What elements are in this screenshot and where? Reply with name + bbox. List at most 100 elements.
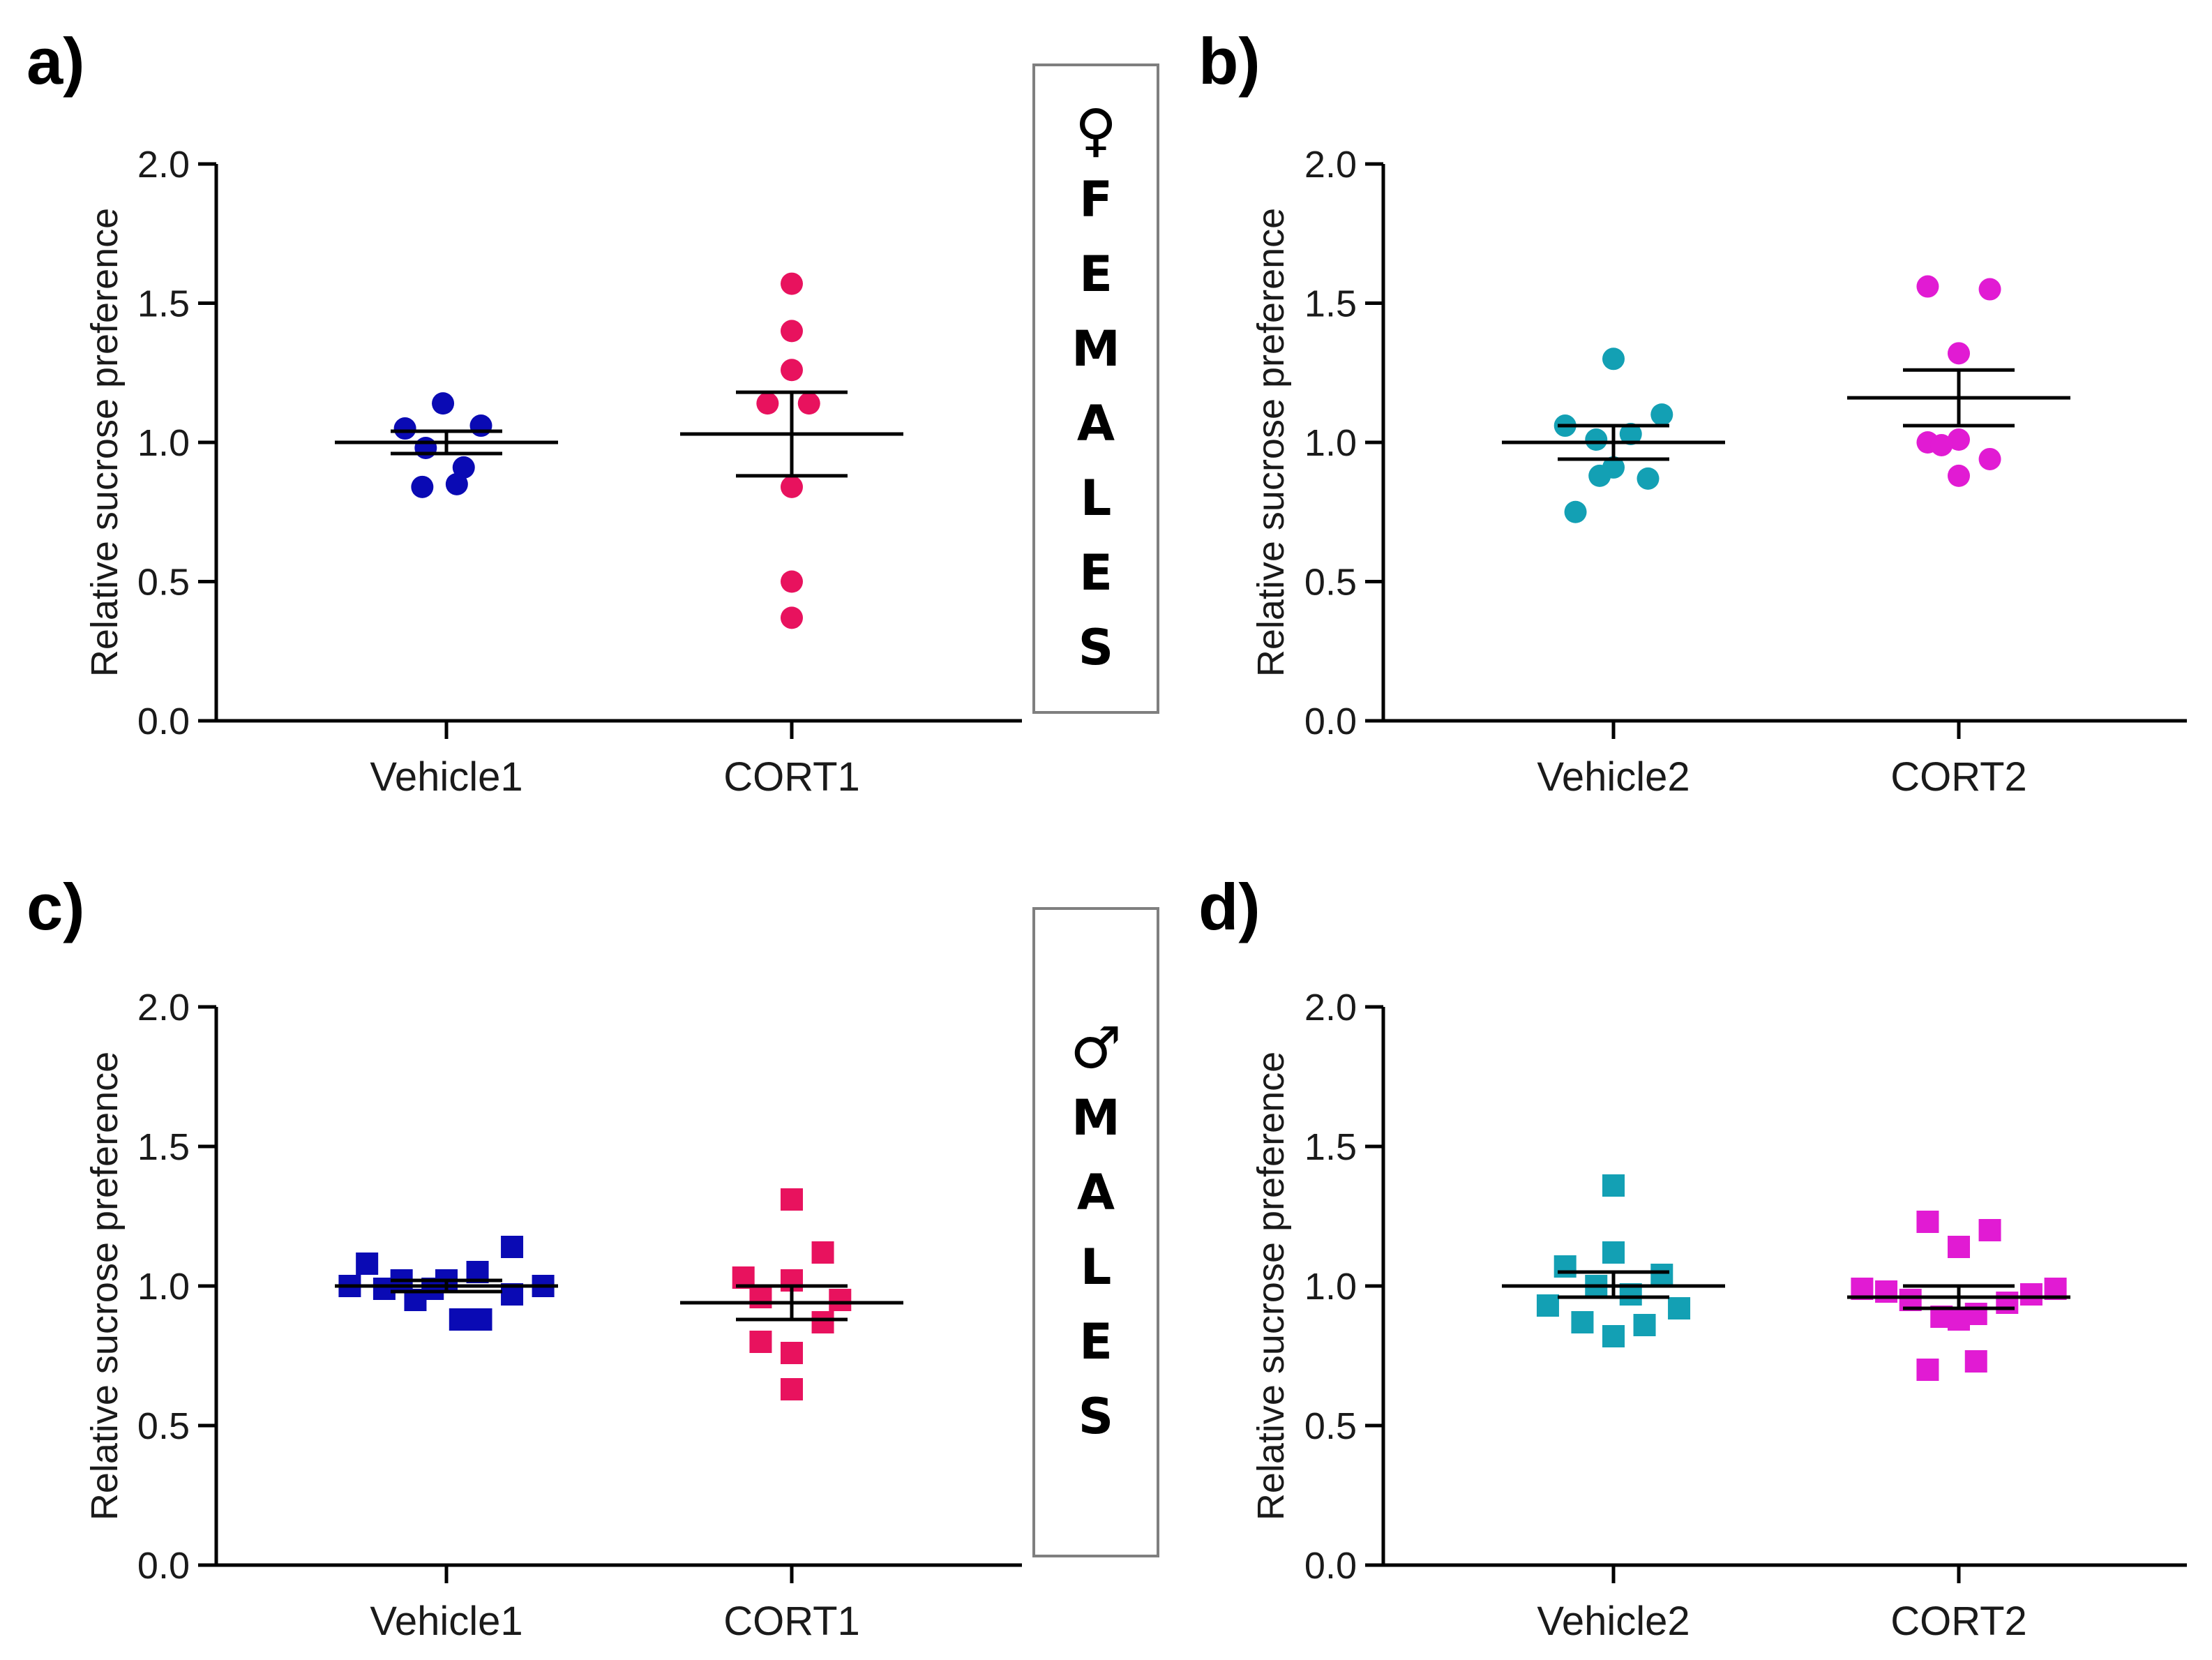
data-point xyxy=(1602,1174,1625,1197)
series-CORT2 xyxy=(1847,275,2070,487)
data-point xyxy=(1948,1308,1970,1331)
label-box-border xyxy=(1032,907,1159,1557)
y-tick-label: 2.0 xyxy=(137,144,190,186)
label-letter: A xyxy=(1077,395,1115,452)
data-point xyxy=(1588,464,1611,487)
y-axis-title: Relative sucrose preference xyxy=(84,1052,126,1520)
y-tick-label: 2.0 xyxy=(1304,144,1357,186)
panel-label: a) xyxy=(27,24,85,98)
y-tick-label: 0.5 xyxy=(137,562,190,604)
data-point xyxy=(1585,428,1608,451)
data-point xyxy=(781,1342,803,1364)
label-letter: E xyxy=(1079,544,1113,601)
y-tick-label: 1.0 xyxy=(1304,1266,1357,1308)
panel-label: c) xyxy=(27,870,85,943)
data-point xyxy=(781,475,803,498)
series-Vehicle2 xyxy=(1502,1174,1725,1347)
label-letter: L xyxy=(1081,470,1112,527)
y-tick-label: 1.5 xyxy=(137,283,190,325)
label-letter: L xyxy=(1081,1239,1112,1296)
data-point xyxy=(1930,433,1953,456)
y-tick-label: 1.0 xyxy=(137,422,190,464)
data-point xyxy=(449,1308,472,1331)
x-tick-label: Vehicle1 xyxy=(370,754,522,800)
data-point xyxy=(1650,403,1673,426)
label-letter: E xyxy=(1079,1313,1113,1370)
data-point xyxy=(1916,275,1939,298)
data-point xyxy=(414,436,437,459)
data-point xyxy=(432,392,455,415)
y-tick-label: 0.0 xyxy=(137,701,190,742)
data-point xyxy=(749,1286,772,1308)
x-tick-label: CORT2 xyxy=(1890,754,2027,800)
x-tick-label: CORT1 xyxy=(723,1599,860,1644)
male-symbol-icon: ♂ xyxy=(1070,1015,1122,1082)
y-tick-label: 1.0 xyxy=(137,1266,190,1308)
y-tick-label: 2.0 xyxy=(1304,987,1357,1029)
data-point xyxy=(1978,1219,2001,1241)
data-point xyxy=(1564,500,1587,523)
female-symbol-icon: ♀ xyxy=(1075,98,1117,164)
data-point xyxy=(1602,347,1625,371)
y-tick-label: 0.0 xyxy=(1304,1545,1357,1587)
data-point xyxy=(1571,1311,1594,1333)
data-point xyxy=(393,417,416,440)
chart-panel-b: b) 0.0 0.5 1.0 1.5 2.0 Relative sucrose prefer… xyxy=(1198,24,2187,800)
y-axis-title: Relative sucrose preference xyxy=(1250,208,1292,677)
data-point xyxy=(469,414,492,438)
y-tick-label: 0.0 xyxy=(137,1545,190,1587)
data-point xyxy=(1553,1255,1577,1278)
x-tick-label: Vehicle2 xyxy=(1537,1599,1690,1644)
x-tick-label: CORT1 xyxy=(723,754,860,800)
y-tick-label: 1.5 xyxy=(1304,283,1357,325)
data-point xyxy=(1637,467,1660,490)
data-point xyxy=(1619,423,1642,446)
data-point xyxy=(469,1308,492,1331)
y-tick-label: 2.0 xyxy=(137,987,190,1029)
label-letter: M xyxy=(1071,320,1120,377)
data-point xyxy=(1978,447,2001,470)
data-point xyxy=(797,392,820,415)
data-point xyxy=(781,272,803,295)
data-point xyxy=(811,1311,834,1333)
label-letter: S xyxy=(1078,1388,1113,1445)
data-point xyxy=(1916,1359,1939,1381)
label-letter: M xyxy=(1071,1089,1120,1146)
data-point xyxy=(1964,1350,1987,1373)
panel-label: b) xyxy=(1198,24,1261,98)
data-point xyxy=(829,1289,852,1311)
label-letter: S xyxy=(1078,619,1113,676)
series-CORT2 xyxy=(1847,1211,2070,1381)
data-point xyxy=(1948,1236,1970,1258)
data-point xyxy=(1602,1241,1625,1264)
data-point xyxy=(811,1241,834,1264)
x-tick-label: Vehicle2 xyxy=(1537,754,1690,800)
y-tick-label: 1.0 xyxy=(1304,422,1357,464)
data-point xyxy=(2019,1283,2042,1306)
data-point xyxy=(1602,1325,1625,1347)
series-Vehicle2 xyxy=(1502,347,1725,523)
chart-panel-d: d) 0.0 0.5 1.0 1.5 2.0 Relative sucrose prefer… xyxy=(1198,870,2187,1644)
data-point xyxy=(1875,1280,1898,1303)
data-point xyxy=(781,570,803,593)
y-tick-label: 0.0 xyxy=(1304,701,1357,742)
data-point xyxy=(1978,278,2001,301)
data-point xyxy=(756,392,779,415)
series-Vehicle1 xyxy=(335,392,558,498)
y-tick-label: 0.5 xyxy=(137,1405,190,1447)
data-point xyxy=(781,320,803,343)
y-axis-title: Relative sucrose preference xyxy=(84,208,126,677)
series-CORT1 xyxy=(680,272,903,629)
chart-panel-c: c) 0.0 0.5 1.0 1.5 2.0 Relative sucrose prefer… xyxy=(27,870,1022,1644)
data-point xyxy=(1916,1211,1939,1233)
data-point xyxy=(1633,1314,1656,1336)
data-point xyxy=(1536,1294,1559,1317)
data-point xyxy=(1996,1292,2019,1314)
data-point xyxy=(1650,1264,1673,1286)
data-point xyxy=(1668,1297,1691,1319)
data-point xyxy=(452,456,475,479)
x-tick-label: CORT2 xyxy=(1890,1599,2027,1644)
